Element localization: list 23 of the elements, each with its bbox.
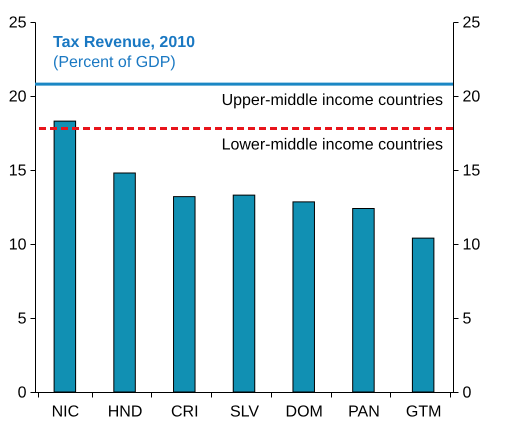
y-tick-label: 0	[18, 384, 27, 402]
text: (Percent of GDP)	[53, 54, 176, 71]
x-tick-label: GTM	[406, 404, 442, 420]
x-tick-label: CRI	[171, 404, 199, 420]
x-tick-label: HND	[108, 404, 142, 420]
y2-tick-label: 5	[462, 310, 472, 328]
y-tick-label: 5	[18, 310, 27, 328]
x-tick-label: NIC	[52, 404, 80, 420]
y2-tick-label: 15	[462, 162, 480, 180]
y-tick-label: 15	[8, 162, 27, 180]
y2-tick-label: 0	[462, 384, 472, 402]
y2-tick-label: 10	[462, 236, 480, 254]
x-tick-label: DOM	[286, 404, 323, 420]
ref-line-label: Lower-middle income countries	[222, 136, 443, 154]
y-tick-label: 25	[8, 14, 27, 32]
y2-tick-label: 25	[462, 14, 480, 32]
y2-tick-label: 20	[462, 88, 480, 106]
x-tick-label: SLV	[230, 404, 260, 420]
y-tick-label: 10	[8, 236, 27, 254]
x-tick-label: PAN	[348, 404, 380, 420]
text: Tax Revenue, 2010	[53, 34, 196, 51]
ref-line-label: Upper-middle income countries	[222, 92, 443, 110]
y-tick-label: 20	[8, 88, 27, 106]
